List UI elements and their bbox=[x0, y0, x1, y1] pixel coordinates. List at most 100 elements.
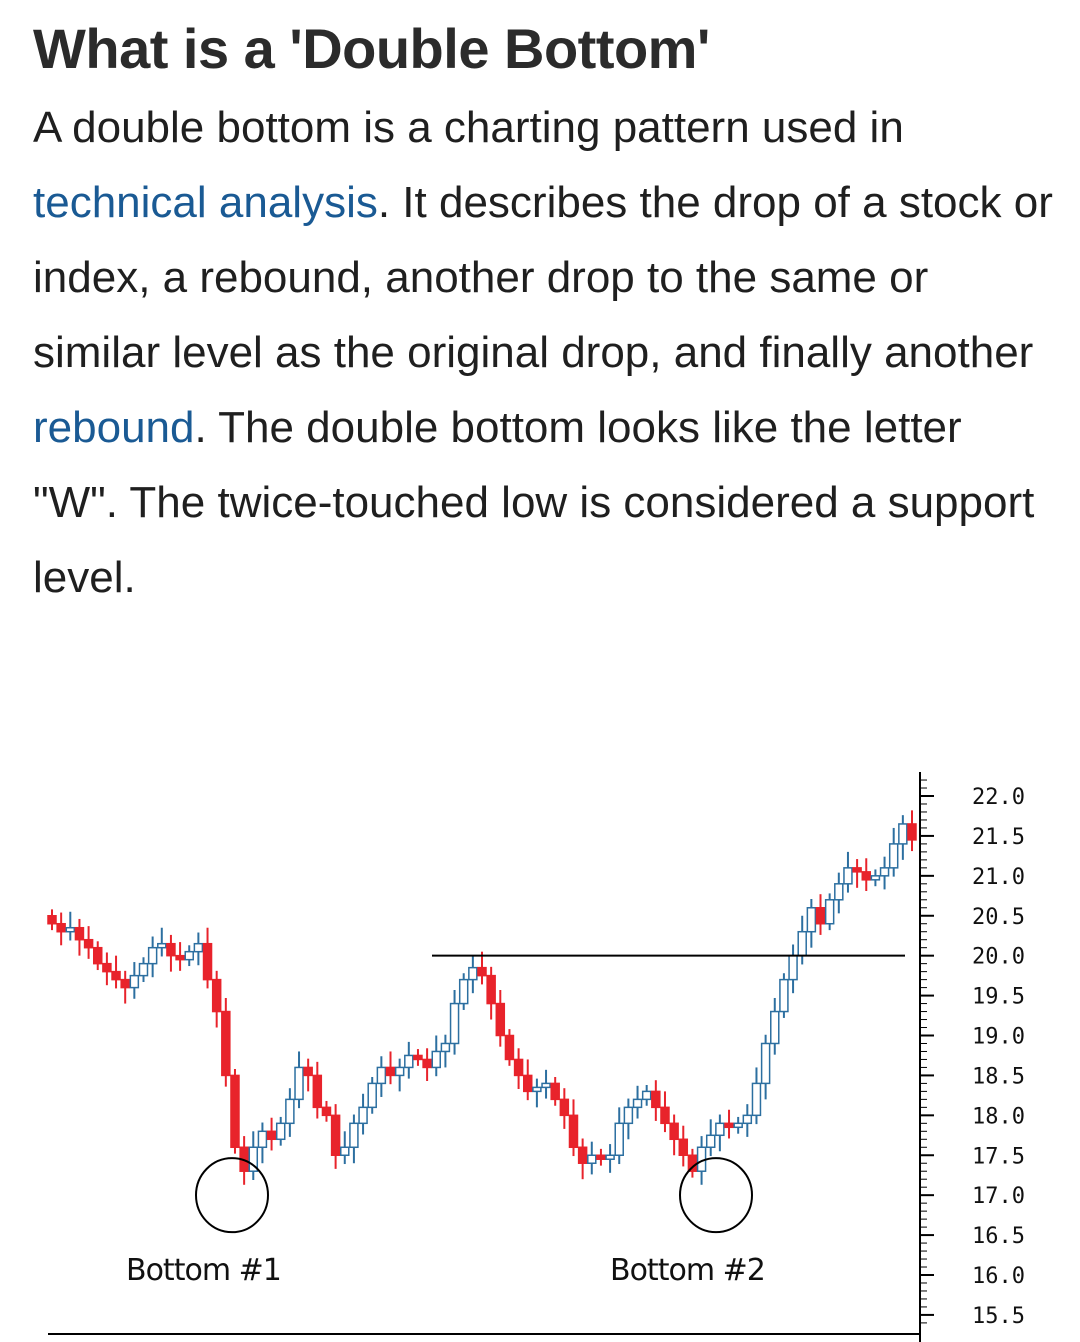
candle bbox=[513, 1048, 524, 1089]
candle-body-up bbox=[605, 1154, 615, 1160]
candle bbox=[486, 966, 496, 1020]
candle-body-down bbox=[120, 978, 130, 989]
candle-body-up bbox=[449, 1002, 460, 1045]
candle-body-up bbox=[65, 926, 76, 933]
candle bbox=[138, 957, 149, 983]
candle-body-up bbox=[440, 1042, 451, 1053]
candle-body-up bbox=[404, 1054, 414, 1069]
candle-body-up bbox=[367, 1082, 377, 1109]
candle bbox=[202, 927, 213, 989]
candle-body-up bbox=[733, 1122, 743, 1129]
candle-body-down bbox=[495, 1002, 506, 1037]
candle-body-down bbox=[504, 1034, 515, 1061]
candle bbox=[660, 1091, 670, 1133]
candle-body-up bbox=[431, 1050, 442, 1069]
bottom-circle bbox=[679, 1157, 753, 1234]
candle-body-up bbox=[285, 1098, 295, 1125]
candle bbox=[751, 1067, 762, 1125]
candle bbox=[605, 1144, 615, 1173]
candle-body-down bbox=[303, 1066, 313, 1077]
candle bbox=[266, 1117, 277, 1151]
candle bbox=[120, 970, 130, 1004]
candle bbox=[568, 1099, 579, 1157]
candle bbox=[843, 851, 853, 893]
candle bbox=[623, 1098, 634, 1140]
candle-body-up bbox=[541, 1082, 551, 1089]
candle-body-up bbox=[770, 1010, 780, 1045]
y-tick-label: 16.0 bbox=[972, 1264, 1025, 1289]
candle-body-up bbox=[632, 1098, 643, 1109]
candle bbox=[376, 1056, 387, 1097]
candle-body-up bbox=[742, 1114, 753, 1125]
candle-body-up bbox=[248, 1146, 259, 1172]
candle-body-up bbox=[468, 966, 478, 981]
candle bbox=[715, 1114, 725, 1152]
candle-body-down bbox=[724, 1122, 734, 1129]
candle bbox=[888, 827, 899, 877]
candle bbox=[468, 956, 478, 994]
candle-body-up bbox=[888, 843, 899, 869]
candle bbox=[550, 1077, 560, 1106]
candle bbox=[806, 898, 817, 948]
candle bbox=[294, 1051, 304, 1109]
candle bbox=[65, 911, 76, 941]
candle bbox=[477, 951, 487, 985]
candle-body-down bbox=[596, 1154, 606, 1160]
candle bbox=[587, 1141, 597, 1175]
paragraph-text-3: . The double bottom looks like the lette… bbox=[33, 403, 1035, 602]
candle-body-down bbox=[550, 1082, 560, 1101]
candle bbox=[422, 1048, 432, 1082]
candle bbox=[102, 952, 112, 986]
y-tick-label: 20.5 bbox=[972, 905, 1025, 930]
candle-body-up bbox=[532, 1086, 542, 1093]
candle-body-down bbox=[486, 974, 496, 1005]
candle-body-down bbox=[861, 871, 872, 881]
candle bbox=[321, 1100, 332, 1122]
y-tick-label: 18.5 bbox=[972, 1064, 1025, 1089]
candle bbox=[166, 934, 176, 972]
candle bbox=[193, 932, 204, 966]
candle bbox=[129, 962, 140, 999]
candle-body-up bbox=[824, 899, 835, 925]
y-tick-label: 15.5 bbox=[972, 1304, 1025, 1329]
y-tick-label: 20.0 bbox=[972, 945, 1025, 970]
candle-body-down bbox=[577, 1146, 588, 1164]
candle-body-down bbox=[651, 1090, 661, 1109]
candle bbox=[449, 989, 460, 1055]
candle-body-down bbox=[111, 970, 121, 981]
candle-body-up bbox=[394, 1066, 405, 1077]
technical-analysis-link[interactable]: technical analysis bbox=[33, 178, 378, 227]
candle bbox=[184, 945, 194, 967]
candle-body-up bbox=[587, 1154, 597, 1164]
candle bbox=[632, 1085, 643, 1119]
candle-body-down bbox=[522, 1074, 533, 1093]
y-tick-label: 17.0 bbox=[972, 1184, 1025, 1209]
candle-body-down bbox=[669, 1122, 679, 1141]
candle-body-down bbox=[230, 1074, 240, 1149]
candle bbox=[431, 1035, 442, 1077]
rebound-link[interactable]: rebound bbox=[33, 403, 195, 452]
candle-body-down bbox=[413, 1054, 423, 1061]
y-tick-label: 19.5 bbox=[972, 985, 1025, 1010]
candle bbox=[349, 1114, 359, 1164]
candle bbox=[870, 869, 881, 887]
candle-body-down bbox=[74, 926, 85, 941]
article-paragraph: A double bottom is a charting pattern us… bbox=[33, 90, 1053, 615]
candle-body-down bbox=[422, 1058, 432, 1069]
candle bbox=[779, 973, 789, 1018]
candle bbox=[340, 1131, 350, 1165]
candle-body-down bbox=[83, 938, 94, 949]
candle bbox=[458, 973, 469, 1010]
candle-body-up bbox=[340, 1146, 350, 1156]
candle-body-up bbox=[349, 1122, 359, 1149]
candle-body-down bbox=[559, 1098, 570, 1117]
candle-body-up bbox=[129, 974, 140, 989]
candle bbox=[898, 815, 908, 860]
y-tick-label: 21.0 bbox=[972, 865, 1025, 890]
candle bbox=[303, 1058, 313, 1092]
candle-body-down bbox=[385, 1066, 396, 1077]
candle-body-up bbox=[879, 867, 890, 877]
candle-body-down bbox=[202, 942, 213, 981]
candle-body-down bbox=[47, 915, 57, 925]
candle-body-up bbox=[898, 823, 908, 845]
